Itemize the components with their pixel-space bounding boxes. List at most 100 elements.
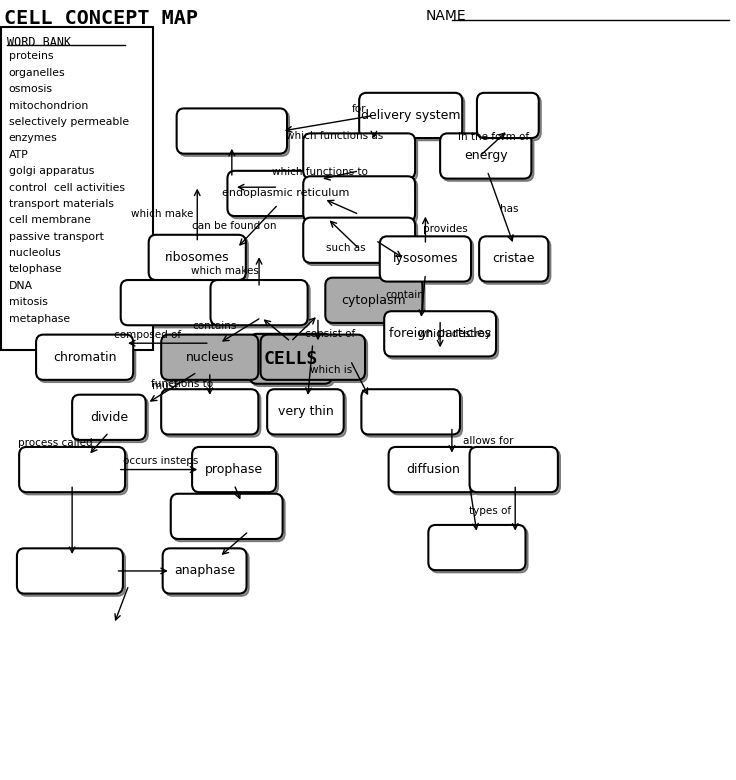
Text: which is: which is bbox=[310, 365, 353, 374]
Text: cytoplasm: cytoplasm bbox=[342, 294, 406, 307]
FancyBboxPatch shape bbox=[163, 337, 261, 382]
Text: nucleolus: nucleolus bbox=[9, 248, 60, 258]
Text: telophase: telophase bbox=[9, 264, 63, 275]
FancyBboxPatch shape bbox=[442, 136, 534, 181]
Text: has: has bbox=[500, 204, 519, 214]
Text: cell membrane: cell membrane bbox=[9, 215, 91, 225]
Text: CELL CONCEPT MAP: CELL CONCEPT MAP bbox=[4, 9, 198, 28]
Text: golgi apparatus: golgi apparatus bbox=[9, 166, 94, 176]
Text: mitosis: mitosis bbox=[9, 297, 48, 307]
Text: for: for bbox=[352, 105, 367, 114]
Text: CELLS: CELLS bbox=[263, 349, 318, 368]
Text: NAME: NAME bbox=[425, 9, 466, 23]
FancyBboxPatch shape bbox=[121, 280, 218, 325]
Text: anaphase: anaphase bbox=[174, 565, 236, 577]
FancyBboxPatch shape bbox=[328, 280, 425, 325]
FancyBboxPatch shape bbox=[161, 389, 258, 434]
FancyBboxPatch shape bbox=[479, 236, 548, 282]
FancyBboxPatch shape bbox=[267, 389, 344, 434]
FancyBboxPatch shape bbox=[230, 173, 346, 218]
Text: foreign particles: foreign particles bbox=[389, 328, 491, 340]
FancyBboxPatch shape bbox=[359, 93, 462, 138]
FancyBboxPatch shape bbox=[1, 27, 153, 350]
FancyBboxPatch shape bbox=[263, 337, 367, 382]
Text: which destroy: which destroy bbox=[418, 329, 492, 339]
Text: which functions as: which functions as bbox=[286, 131, 383, 140]
Text: DNA: DNA bbox=[9, 281, 33, 291]
Text: selectively permeable: selectively permeable bbox=[9, 117, 129, 127]
Text: contain: contain bbox=[386, 290, 424, 300]
FancyBboxPatch shape bbox=[227, 171, 344, 216]
FancyBboxPatch shape bbox=[384, 311, 496, 356]
Text: passive transport: passive transport bbox=[9, 232, 104, 242]
FancyBboxPatch shape bbox=[38, 337, 135, 382]
FancyBboxPatch shape bbox=[194, 449, 278, 495]
Text: such as: such as bbox=[326, 243, 366, 253]
FancyBboxPatch shape bbox=[389, 447, 477, 492]
FancyBboxPatch shape bbox=[481, 239, 551, 284]
FancyBboxPatch shape bbox=[213, 282, 310, 328]
Text: occurs insteps: occurs insteps bbox=[123, 456, 198, 466]
Text: control  cell activities: control cell activities bbox=[9, 183, 125, 193]
FancyBboxPatch shape bbox=[305, 220, 417, 265]
Text: can be found on: can be found on bbox=[192, 222, 276, 231]
FancyBboxPatch shape bbox=[364, 392, 462, 437]
FancyBboxPatch shape bbox=[382, 239, 473, 284]
Text: must: must bbox=[152, 381, 178, 391]
Text: types of: types of bbox=[469, 506, 512, 516]
FancyBboxPatch shape bbox=[361, 95, 464, 140]
FancyBboxPatch shape bbox=[19, 447, 125, 492]
Text: ATP: ATP bbox=[9, 150, 29, 160]
FancyBboxPatch shape bbox=[250, 334, 332, 384]
FancyBboxPatch shape bbox=[171, 494, 283, 539]
FancyBboxPatch shape bbox=[252, 336, 334, 386]
FancyBboxPatch shape bbox=[163, 392, 261, 437]
Text: which makes: which makes bbox=[191, 267, 258, 276]
FancyBboxPatch shape bbox=[479, 95, 541, 140]
FancyBboxPatch shape bbox=[428, 525, 526, 570]
Text: enzymes: enzymes bbox=[9, 133, 57, 144]
FancyBboxPatch shape bbox=[303, 133, 415, 179]
Text: which make: which make bbox=[131, 209, 193, 218]
Text: WORD BANK: WORD BANK bbox=[7, 36, 71, 49]
FancyBboxPatch shape bbox=[19, 551, 125, 596]
Text: process called: process called bbox=[18, 438, 93, 448]
Text: allows for: allows for bbox=[463, 437, 513, 446]
FancyBboxPatch shape bbox=[303, 218, 415, 263]
Text: prophase: prophase bbox=[205, 463, 263, 476]
Text: organelles: organelles bbox=[9, 68, 66, 78]
FancyBboxPatch shape bbox=[477, 93, 539, 138]
FancyBboxPatch shape bbox=[192, 447, 276, 492]
FancyBboxPatch shape bbox=[74, 397, 148, 442]
Text: consist of: consist of bbox=[305, 329, 355, 339]
FancyBboxPatch shape bbox=[149, 235, 246, 280]
Text: in the form of: in the form of bbox=[458, 133, 528, 142]
FancyBboxPatch shape bbox=[21, 449, 127, 495]
FancyBboxPatch shape bbox=[305, 136, 417, 181]
Text: lysosomes: lysosomes bbox=[393, 253, 458, 265]
FancyBboxPatch shape bbox=[163, 548, 247, 594]
Text: proteins: proteins bbox=[9, 51, 53, 62]
FancyBboxPatch shape bbox=[269, 392, 346, 437]
Text: osmosis: osmosis bbox=[9, 84, 53, 94]
FancyBboxPatch shape bbox=[72, 395, 146, 440]
FancyBboxPatch shape bbox=[173, 496, 285, 541]
FancyBboxPatch shape bbox=[380, 236, 471, 282]
Text: functions to: functions to bbox=[152, 379, 213, 388]
Text: transport materials: transport materials bbox=[9, 199, 113, 209]
FancyBboxPatch shape bbox=[361, 389, 460, 434]
FancyBboxPatch shape bbox=[325, 278, 422, 323]
Text: energy: energy bbox=[464, 150, 508, 162]
FancyBboxPatch shape bbox=[177, 108, 287, 154]
FancyBboxPatch shape bbox=[386, 314, 498, 359]
FancyBboxPatch shape bbox=[391, 449, 479, 495]
Text: cristae: cristae bbox=[492, 253, 535, 265]
Text: contains: contains bbox=[193, 321, 237, 331]
Text: provides: provides bbox=[423, 225, 467, 234]
FancyBboxPatch shape bbox=[165, 551, 249, 596]
FancyBboxPatch shape bbox=[36, 335, 133, 380]
FancyBboxPatch shape bbox=[431, 527, 528, 573]
Text: ribosomes: ribosomes bbox=[165, 251, 230, 264]
Text: endoplasmic reticulum: endoplasmic reticulum bbox=[222, 189, 350, 198]
Text: very thin: very thin bbox=[277, 406, 333, 418]
